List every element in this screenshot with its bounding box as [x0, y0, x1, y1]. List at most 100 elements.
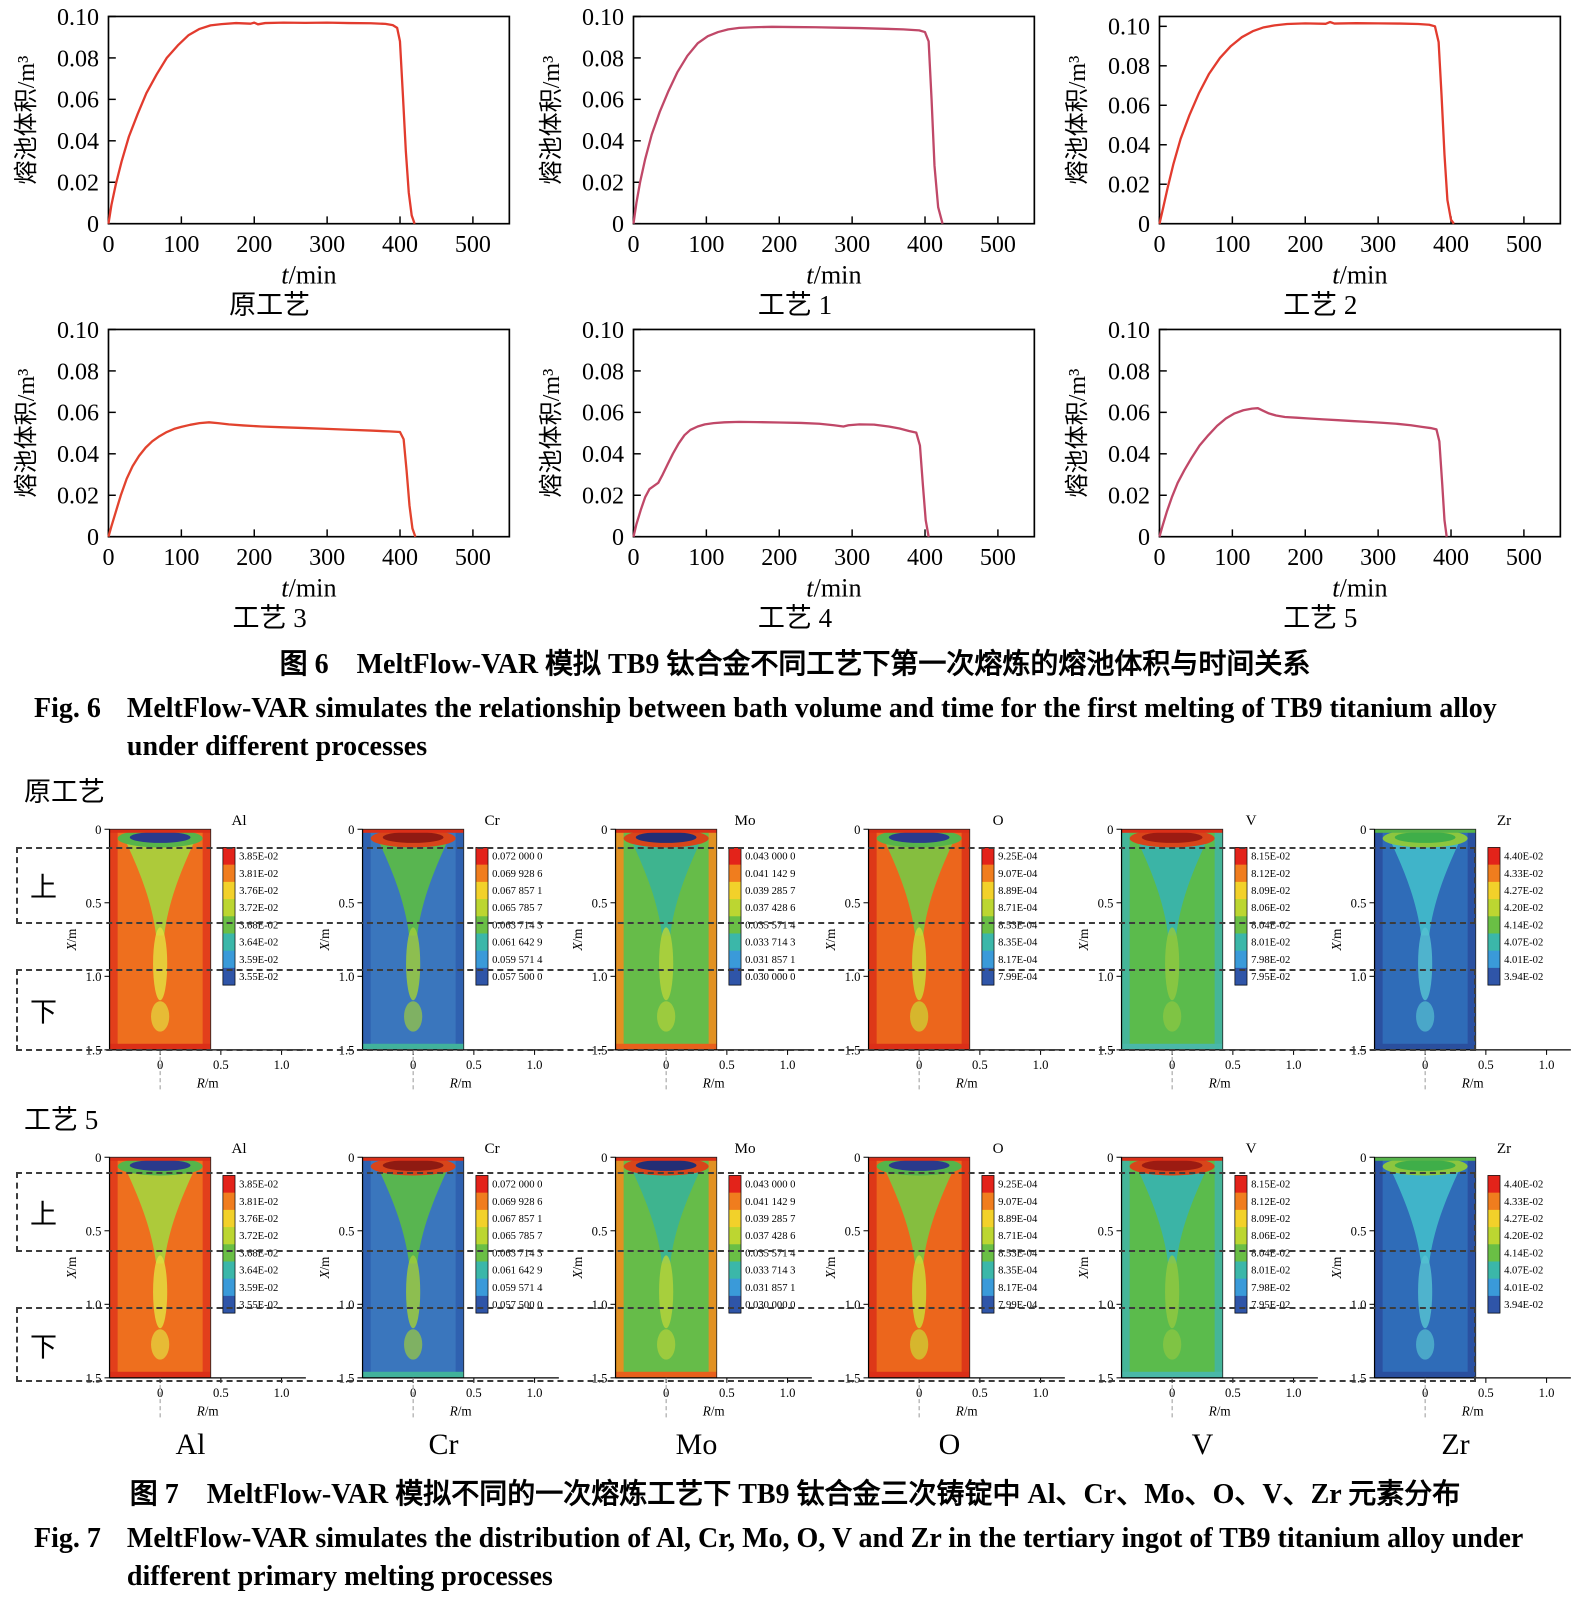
y-tick-label: 0.04: [57, 442, 99, 468]
fig7-bottom-label-Mo: Mo: [675, 1428, 718, 1462]
colorbar-tick-label: 0.069 928 6: [492, 868, 542, 879]
y-tick-label: 1.0: [86, 1298, 102, 1312]
y-tick-label: 0: [601, 822, 607, 836]
y-tick-label: 0.02: [57, 484, 99, 510]
y-tick-label: 0.02: [582, 171, 624, 197]
y-tick-label: 0: [1360, 1151, 1366, 1165]
x-tick-label: 100: [1214, 545, 1250, 571]
y-tick-label: 0.5: [339, 1224, 355, 1238]
y-axis-label: X/m: [317, 927, 332, 951]
x-tick-label: 1.0: [1033, 1058, 1049, 1072]
y-tick-label: 0: [612, 525, 624, 551]
data-series: [1158, 20, 1455, 225]
fig7-panel-0-V: 00.51.01.500.51.0X/mR/m8.15E-028.12E-028…: [1076, 809, 1329, 1094]
panel-element-title: V: [1246, 1140, 1257, 1157]
colorbar-Zr: 4.40E-02 4.33E-02 4.27E-02 4.20E-02 4.14E-02…: [1487, 846, 1543, 986]
y-tick-label: 0: [1360, 822, 1366, 836]
fig6-caption-cn: 图 6 MeltFlow-VAR 模拟 TB9 钛合金不同工艺下第一次熔炼的熔池…: [279, 649, 1311, 681]
y-tick-label: 0.08: [582, 46, 624, 72]
contour-plot-Zr: 00.51.01.500.51.0X/mR/m4.40E-024.33E-024…: [1329, 1140, 1571, 1421]
y-tick-label: 0: [854, 822, 860, 836]
colorbar-tick-label: 8.06E-02: [1251, 1231, 1290, 1242]
colorbar-tick-label: 8.15E-02: [1251, 1180, 1290, 1191]
fig6-chart-title-2: 工艺 2: [1283, 289, 1358, 320]
region-label-上: 上: [30, 1199, 57, 1230]
y-tick-label: 0.5: [845, 896, 861, 910]
ingot-O: [868, 1156, 971, 1379]
colorbar-Mo: 0.043 000 0 0.041 142 9 0.039 285 7 0.037 4…: [728, 846, 796, 986]
data-series: [107, 21, 416, 225]
y-axis-label: 熔池体积/m³: [1064, 56, 1091, 185]
x-tick-label: 0: [102, 545, 114, 571]
x-axis-label: t/min: [807, 260, 862, 289]
y-tick-label: 1.5: [592, 1371, 608, 1385]
panel-element-title: Cr: [484, 1140, 499, 1157]
y-axis-label: X/m: [1329, 1256, 1344, 1280]
y-tick-label: 0.06: [1108, 401, 1150, 427]
y-tick-label: 0.5: [1098, 1224, 1114, 1238]
y-tick-label: 1.0: [592, 970, 608, 984]
y-tick-label: 0.06: [582, 401, 624, 427]
x-tick-label: 100: [1214, 232, 1250, 258]
y-tick-label: 1.0: [1351, 1298, 1367, 1312]
y-axis-label: X/m: [1329, 927, 1344, 951]
colorbar-tick-label: 4.33E-02: [1504, 868, 1543, 879]
fig7-caption-en-text: MeltFlow-VAR simulates the distribution …: [126, 1523, 1523, 1593]
contour-plot-Mo: 00.51.01.500.51.0X/mR/m0.043 000 00.041 …: [570, 1140, 812, 1421]
data-series: [1158, 407, 1448, 538]
colorbar-O: 9.25E-04 9.07E-04 8.89E-04 8.71E-04 8.53E-04…: [981, 846, 1038, 986]
x-tick-label: 400: [907, 232, 943, 258]
colorbar-tick-label: 4.40E-02: [1504, 851, 1543, 862]
ingot-Al: [109, 1156, 212, 1379]
y-axis-label: 熔池体积/m³: [13, 56, 40, 185]
line-chart: 0 100 200 300 400 500 0 0.02 0.04 0.06 0.08 0.10 t/m…: [1064, 15, 1561, 289]
y-tick-label: 0.08: [57, 46, 99, 72]
y-tick-label: 0.5: [1351, 1224, 1367, 1238]
plot-frame: [632, 328, 1036, 538]
y-tick-label: 1.0: [86, 970, 102, 984]
y-tick-label: 1.5: [86, 1371, 102, 1385]
x-axis-label: t/min: [281, 260, 336, 289]
plot-frame: [107, 328, 511, 538]
colorbar-tick-label: 3.85E-02: [239, 851, 278, 862]
y-tick-label: 0.04: [582, 129, 624, 155]
y-tick-label: 0.5: [592, 896, 608, 910]
x-tick-label: 200: [1287, 545, 1323, 571]
colorbar-tick-label: 0.041 142 9: [745, 1197, 795, 1208]
colorbar-tick-label: 0.035 571 4: [745, 920, 796, 931]
y-tick-label: 0: [1107, 1151, 1113, 1165]
x-tick-label: 400: [382, 545, 418, 571]
y-tick-label: 0: [348, 822, 354, 836]
fig7-panel-1-Zr: 00.51.01.500.51.0X/mR/m4.40E-024.33E-024…: [1329, 1137, 1582, 1422]
contour-plot-O: 00.51.01.500.51.0X/mR/m9.25E-049.07E-048…: [823, 1140, 1065, 1421]
region-label-上: 上: [30, 872, 57, 903]
colorbar-Cr: 0.072 000 0 0.069 928 6 0.067 857 1 0.065 7…: [475, 1175, 543, 1314]
colorbar-tick-label: 0.030 000 0: [745, 972, 795, 983]
y-tick-label: 1.0: [1098, 1298, 1114, 1312]
y-tick-label: 1.5: [1351, 1043, 1367, 1057]
x-tick-label: 0.5: [719, 1058, 735, 1072]
fig7-caption-en-label: Fig. 7: [34, 1523, 101, 1555]
colorbar-tick-label: 4.20E-02: [1504, 903, 1543, 914]
data-series: [632, 420, 931, 537]
x-axis-label: R/m: [1208, 1075, 1232, 1090]
line-chart: 0 100 200 300 400 500 0 0.02 0.04 0.06 0.08 0.10 t/m…: [538, 6, 1036, 289]
y-tick-label: 0.02: [582, 484, 624, 510]
y-tick-label: 0: [854, 1151, 860, 1165]
x-tick-label: 0.5: [213, 1386, 229, 1400]
fig6-chart-0: 0 100 200 300 400 500 0 0.02 0.04 0.06 0.08 0.10 t/m…: [8, 6, 531, 319]
fig6-chart-2: 0 100 200 300 400 500 0 0.02 0.04 0.06 0.08 0.10 t/m…: [1059, 6, 1582, 319]
y-tick-label: 0.10: [582, 319, 624, 344]
x-tick-label: 300: [309, 545, 345, 571]
fig7-element-labels: Al Cr Mo O V Zr: [8, 1428, 1582, 1462]
x-tick-label: 0.5: [466, 1058, 482, 1072]
colorbar-Mo: 0.043 000 0 0.041 142 9 0.039 285 7 0.037 4…: [728, 1175, 796, 1314]
fig6-grid: 0 100 200 300 400 500 0 0.02 0.04 0.06 0.08 0.10 t/m…: [8, 6, 1582, 632]
colorbar-tick-label: 0.039 285 7: [745, 1214, 795, 1225]
panel-element-title: Al: [231, 812, 246, 829]
x-tick-label: 0.5: [1478, 1058, 1494, 1072]
x-tick-label: 200: [236, 232, 272, 258]
colorbar-tick-label: 9.25E-04: [998, 851, 1038, 862]
colorbar-tick-label: 8.17E-04: [998, 954, 1038, 965]
fig7-row-1: 00.51.01.500.51.0X/mR/m3.85E-023.81E-023…: [8, 1137, 1582, 1422]
